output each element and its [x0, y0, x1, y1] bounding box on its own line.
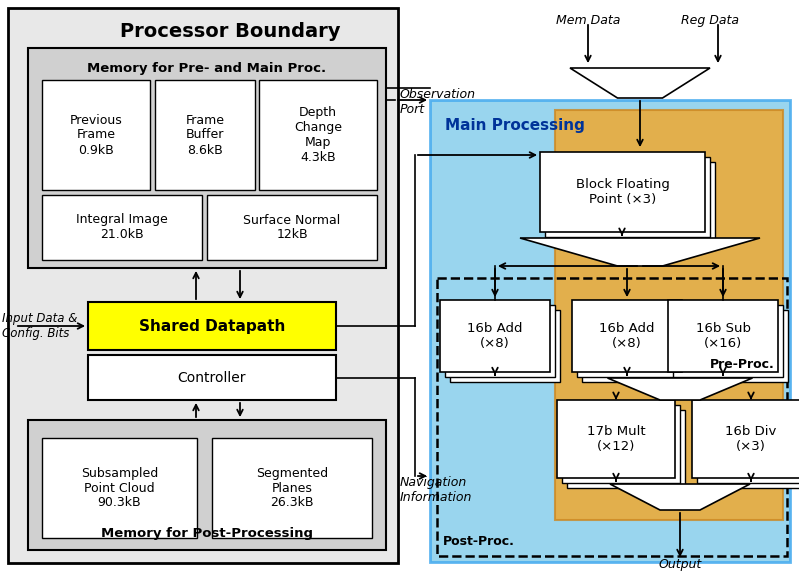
Bar — [702, 410, 799, 488]
Bar — [555, 110, 783, 520]
Bar — [28, 48, 386, 268]
Bar — [212, 438, 372, 538]
Bar — [567, 410, 685, 488]
Text: Block Floating
Point (×3): Block Floating Point (×3) — [575, 178, 670, 206]
Bar — [572, 300, 682, 372]
Bar — [42, 80, 150, 190]
Text: Reg Data: Reg Data — [681, 14, 739, 27]
Bar — [207, 195, 377, 260]
Bar — [88, 355, 336, 400]
Bar — [8, 8, 398, 563]
Text: Output: Output — [658, 558, 702, 571]
Bar — [577, 305, 687, 377]
Bar — [673, 305, 783, 377]
Text: Shared Datapath: Shared Datapath — [139, 319, 285, 333]
Text: 16b Add
(×8): 16b Add (×8) — [599, 322, 654, 350]
Bar — [697, 405, 799, 483]
Text: Navigation
Information: Navigation Information — [400, 476, 472, 504]
Polygon shape — [610, 484, 750, 510]
Text: Memory for Post-Processing: Memory for Post-Processing — [101, 527, 313, 540]
Text: Integral Image
21.0kB: Integral Image 21.0kB — [76, 213, 168, 241]
Polygon shape — [570, 68, 710, 98]
Text: Depth
Change
Map
4.3kB: Depth Change Map 4.3kB — [294, 106, 342, 164]
Bar — [88, 302, 336, 350]
Bar — [540, 152, 705, 232]
Bar — [545, 157, 710, 237]
Text: 17b Mult
(×12): 17b Mult (×12) — [586, 425, 646, 453]
Text: 16b Div
(×3): 16b Div (×3) — [725, 425, 777, 453]
Polygon shape — [520, 238, 760, 266]
Bar — [445, 305, 555, 377]
Text: Controller: Controller — [177, 370, 246, 385]
Bar — [557, 400, 675, 478]
Bar — [42, 195, 202, 260]
Bar — [42, 438, 197, 538]
Bar — [437, 278, 787, 556]
Bar — [562, 405, 680, 483]
Text: Observation
Port: Observation Port — [400, 88, 476, 116]
Text: Pre-Proc.: Pre-Proc. — [710, 358, 775, 371]
Bar — [259, 80, 377, 190]
Bar — [582, 310, 692, 382]
Text: Frame
Buffer
8.6kB: Frame Buffer 8.6kB — [185, 113, 225, 156]
Text: Input Data &
Config. Bits: Input Data & Config. Bits — [2, 312, 78, 340]
Bar — [550, 162, 715, 242]
Polygon shape — [607, 378, 753, 400]
Bar — [678, 310, 788, 382]
Bar — [155, 80, 255, 190]
Bar — [668, 300, 778, 372]
Text: Subsampled
Point Cloud
90.3kB: Subsampled Point Cloud 90.3kB — [81, 466, 158, 509]
Text: Post-Proc.: Post-Proc. — [443, 535, 515, 548]
Text: 16b Add
(×8): 16b Add (×8) — [467, 322, 523, 350]
Bar — [440, 300, 550, 372]
Bar — [28, 420, 386, 550]
Text: Mem Data: Mem Data — [556, 14, 620, 27]
Text: Main Processing: Main Processing — [445, 118, 585, 133]
Bar — [692, 400, 799, 478]
Text: Processor Boundary: Processor Boundary — [120, 22, 340, 41]
Text: Previous
Frame
0.9kB: Previous Frame 0.9kB — [70, 113, 122, 156]
Text: Segmented
Planes
26.3kB: Segmented Planes 26.3kB — [256, 466, 328, 509]
Text: 16b Sub
(×16): 16b Sub (×16) — [695, 322, 750, 350]
Bar — [430, 100, 790, 562]
Text: Surface Normal
12kB: Surface Normal 12kB — [244, 213, 340, 241]
Text: Memory for Pre- and Main Proc.: Memory for Pre- and Main Proc. — [87, 62, 327, 75]
Bar — [450, 310, 560, 382]
